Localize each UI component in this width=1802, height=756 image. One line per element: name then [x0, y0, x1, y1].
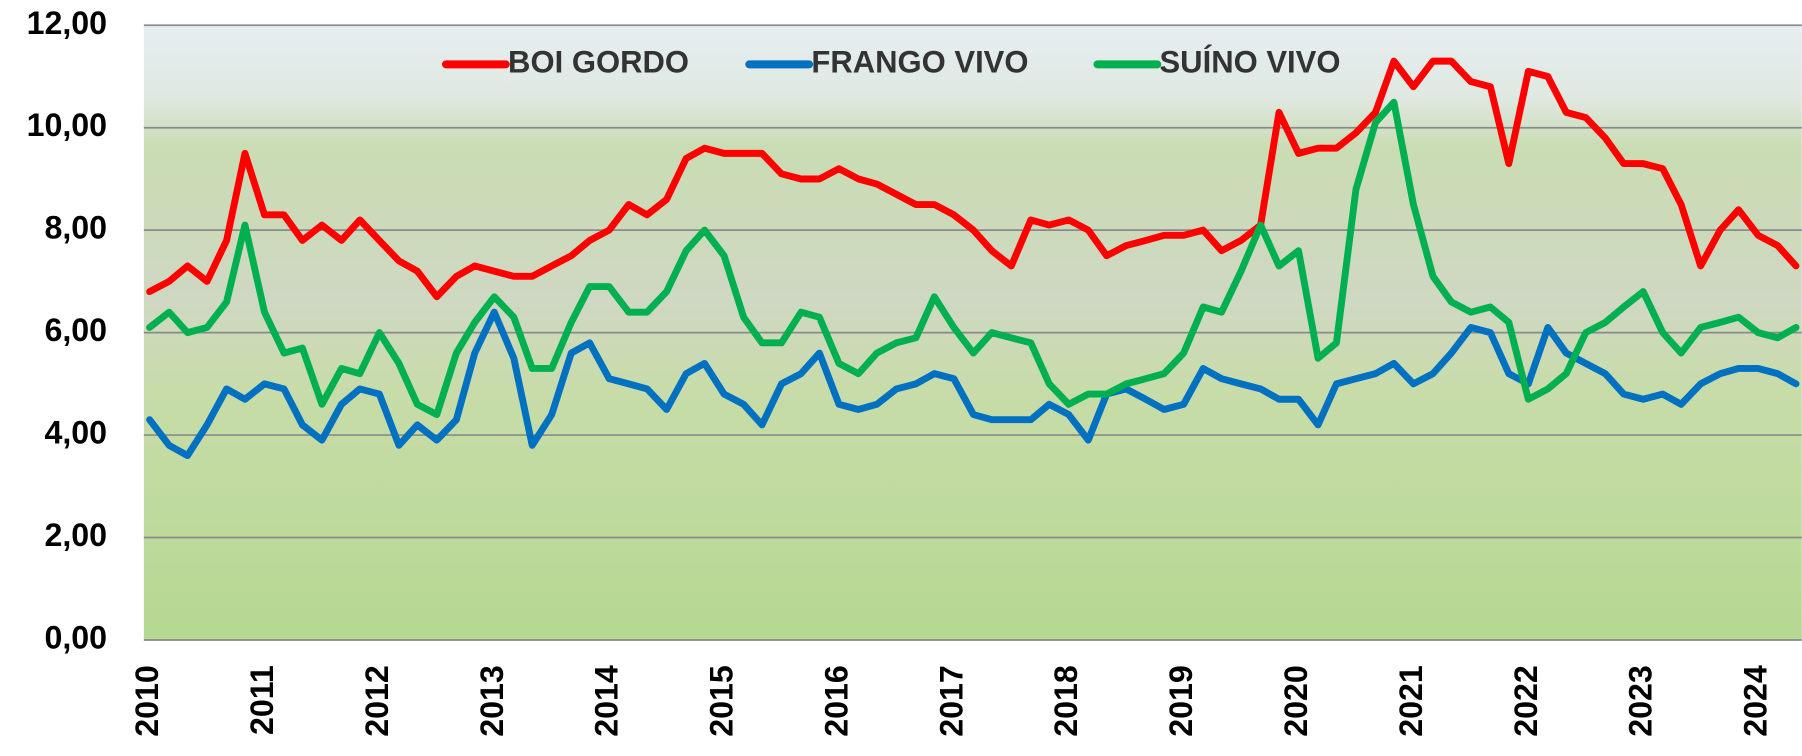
x-tick-label: 2024 [1738, 665, 1774, 737]
y-tick-label: 8,00 [44, 210, 107, 246]
x-tick-label: 2022 [1508, 665, 1544, 737]
legend-label: BOI GORDO [508, 45, 689, 80]
y-tick-label: 6,00 [44, 312, 107, 348]
x-tick-label: 2012 [359, 665, 395, 737]
series-line [146, 57, 1800, 301]
x-tick-label: 2018 [1048, 665, 1084, 737]
series-line [146, 98, 1800, 418]
y-tick-label: 10,00 [27, 107, 107, 143]
x-tick-label: 2019 [1163, 665, 1199, 737]
y-tick-label: 4,00 [44, 415, 107, 451]
legend-label: SUÍNO VIVO [1160, 45, 1341, 80]
x-tick-label: 2015 [704, 665, 740, 737]
legend-label: FRANGO VIVO [811, 45, 1028, 80]
y-tick-label: 0,00 [44, 619, 107, 655]
y-tick-label: 2,00 [44, 517, 107, 553]
x-tick-label: 2020 [1278, 665, 1314, 737]
x-tick-label: 2016 [818, 665, 854, 737]
x-tick-label: 2017 [933, 665, 969, 737]
x-tick-label: 2023 [1623, 665, 1659, 737]
x-tick-label: 2014 [589, 665, 625, 737]
x-tick-label: 2010 [129, 665, 165, 737]
x-tick-label: 2013 [474, 665, 510, 737]
y-tick-label: 12,00 [27, 5, 107, 41]
x-tick-label: 2021 [1393, 665, 1429, 737]
x-tick-label: 2011 [244, 665, 280, 735]
